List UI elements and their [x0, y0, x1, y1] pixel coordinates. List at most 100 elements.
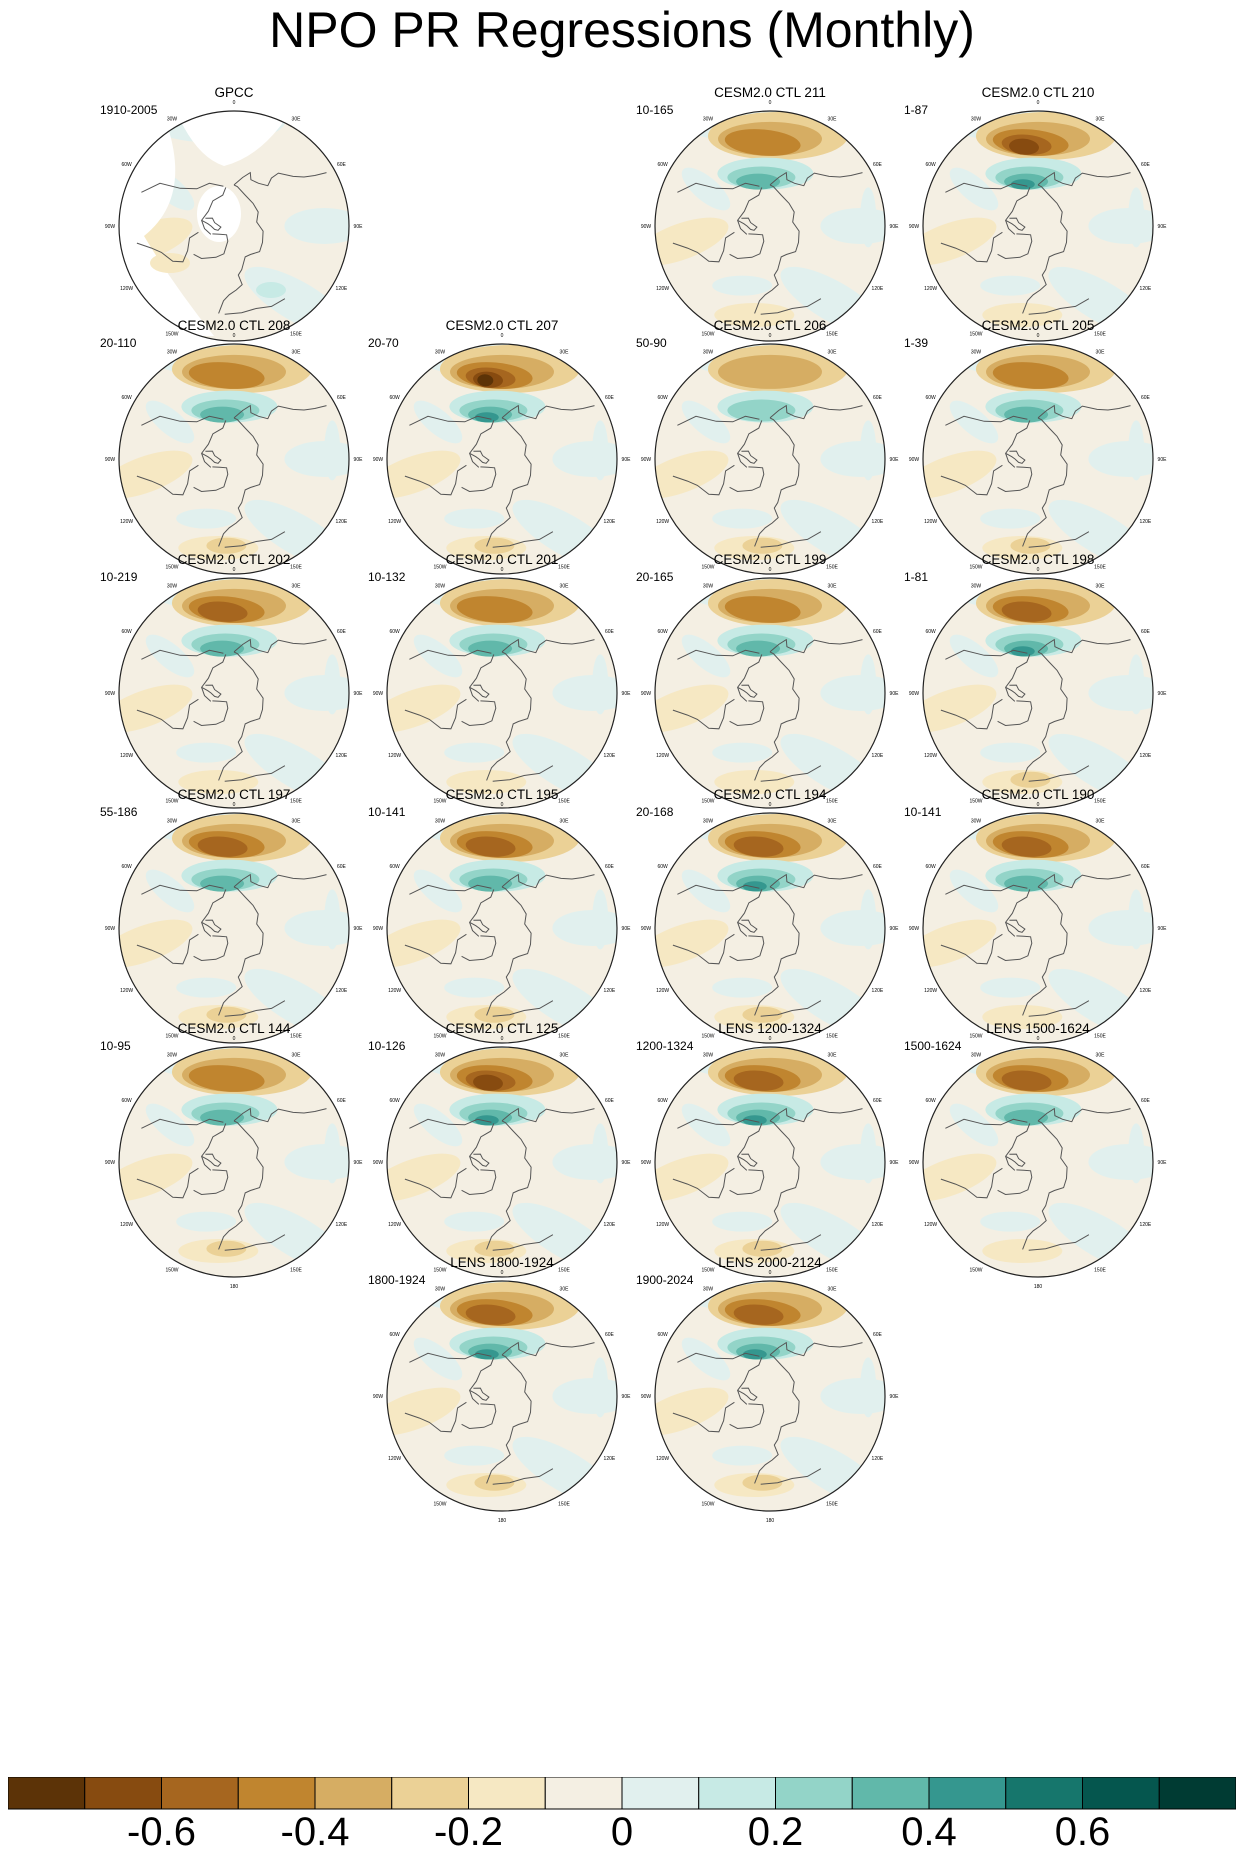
longitude-label: 30E: [292, 117, 302, 123]
longitude-label: 90E: [354, 1160, 364, 1166]
panel-title: LENS 1500-1624: [986, 1021, 1090, 1036]
longitude-label: 150W: [969, 564, 982, 570]
longitude-label: 90E: [1158, 1160, 1168, 1166]
coastline-arctic-islands: [737, 684, 758, 698]
atlantic-dry-region: [446, 770, 527, 794]
coastline-mediterranean: [492, 765, 554, 782]
longitude-label: 90E: [354, 457, 364, 463]
longitude-label: 120W: [120, 988, 133, 994]
longitude-label: 120E: [604, 1222, 616, 1228]
longitude-label: 0: [769, 1270, 772, 1276]
longitude-label: 120E: [604, 753, 616, 759]
coastline-greenland: [461, 466, 497, 493]
panel-period: 1500-1624: [904, 1039, 962, 1053]
coastline-asia-east: [769, 873, 863, 889]
coastline-asia-east: [501, 873, 595, 889]
weak-positive-region: [949, 1103, 999, 1147]
asia-wet-streak: [860, 420, 877, 481]
colorbar-tick-label: -0.4: [280, 1810, 350, 1854]
longitude-label: 60W: [925, 629, 936, 635]
map-panel: CESM2.0 CTL 20650-90180150E120E90E60E30E…: [636, 318, 904, 587]
coastline-eurasia-north: [486, 1354, 532, 1484]
weak-positive-region: [552, 675, 617, 711]
pacific-wet-core: [474, 412, 499, 423]
pacific-dry-core: [733, 1304, 784, 1325]
pacific-dry-core: [733, 836, 784, 857]
longitude-label: 30E: [1096, 584, 1106, 590]
coastline-greenland: [729, 700, 765, 727]
coastline-greenland: [193, 935, 229, 962]
longitude-label: 60E: [605, 629, 615, 635]
longitude-label: 90W: [909, 1160, 920, 1166]
panel-period: 10-126: [368, 1039, 406, 1053]
panel-title: CESM2.0 CTL 210: [981, 85, 1095, 100]
longitude-label: 60E: [1141, 1098, 1151, 1104]
longitude-label: 120W: [388, 988, 401, 994]
coastline-arctic-islands: [469, 1387, 490, 1401]
longitude-label: 60W: [657, 162, 668, 168]
coastline-arctic-islands: [469, 1153, 490, 1167]
weak-positive-region: [820, 910, 885, 946]
coastline-asia-east: [233, 873, 327, 889]
longitude-label: 30W: [435, 1287, 446, 1293]
longitude-label: 150W: [969, 798, 982, 804]
coastline-eurasia-north: [486, 886, 532, 1016]
coastline-arctic-islands: [1005, 684, 1026, 698]
coastline-na-east: [136, 1167, 199, 1199]
longitude-label: 30W: [167, 350, 178, 356]
longitude-label: 0: [233, 567, 236, 573]
coastline-mediterranean: [1028, 765, 1090, 782]
colorbar-swatch: [1082, 1777, 1160, 1810]
longitude-label: 60E: [873, 395, 883, 401]
coastline-arctic-islands: [737, 919, 758, 933]
coastline-arctic-islands: [201, 684, 222, 698]
atlantic-wet-region: [980, 508, 1041, 529]
longitude-label: 30E: [292, 584, 302, 590]
map-boundary: [922, 812, 1154, 1044]
panel-title: CESM2.0 CTL 194: [713, 787, 827, 802]
coastline-mediterranean: [492, 1234, 554, 1251]
colorbar-tick-label: 0.6: [1054, 1810, 1111, 1854]
atlantic-wet-region: [444, 742, 505, 763]
pacific-dry-core: [465, 1304, 516, 1325]
coastline-na-east: [136, 464, 199, 496]
coastline-eurasia-north: [218, 1120, 264, 1250]
longitude-label: 60E: [873, 1098, 883, 1104]
colorbar-tick-label: 0: [610, 1810, 634, 1854]
longitude-label: 150W: [165, 1033, 178, 1039]
longitude-label: 60W: [657, 864, 668, 870]
coastline-asia-east: [233, 1107, 327, 1123]
asia-wet-streak: [860, 1357, 877, 1418]
weak-positive-region: [1088, 675, 1153, 711]
atlantic-wet-region: [712, 742, 773, 763]
coastline-greenland: [997, 935, 1033, 962]
atlantic-dry-region: [714, 303, 795, 327]
longitude-label: 120E: [872, 753, 884, 759]
longitude-label: 150W: [433, 564, 446, 570]
weak-positive-region: [552, 910, 617, 946]
coastline-arctic-islands: [201, 450, 222, 464]
longitude-label: 150E: [290, 1267, 302, 1273]
coastline-mediterranean: [224, 1000, 286, 1017]
longitude-label: 30W: [703, 117, 714, 123]
coastline-asia-east: [501, 1107, 595, 1123]
map-boundary: [922, 110, 1154, 342]
longitude-label: 60W: [657, 1332, 668, 1338]
longitude-label: 60E: [873, 1332, 883, 1338]
weak-positive-region: [413, 1103, 463, 1147]
coastline-greenland: [193, 233, 229, 260]
coastline-na-east: [672, 464, 735, 496]
longitude-label: 0: [501, 333, 504, 339]
coastline-na-west: [141, 182, 224, 193]
asia-wet-streak: [1128, 654, 1145, 715]
longitude-label: 150W: [701, 331, 714, 337]
coastline-eurasia-north: [218, 886, 264, 1016]
map-boundary: [922, 577, 1154, 809]
longitude-label: 90W: [641, 691, 652, 697]
longitude-label: 90E: [1158, 926, 1168, 932]
asia-wet-streak: [592, 1123, 609, 1184]
weak-positive-region: [949, 869, 999, 913]
